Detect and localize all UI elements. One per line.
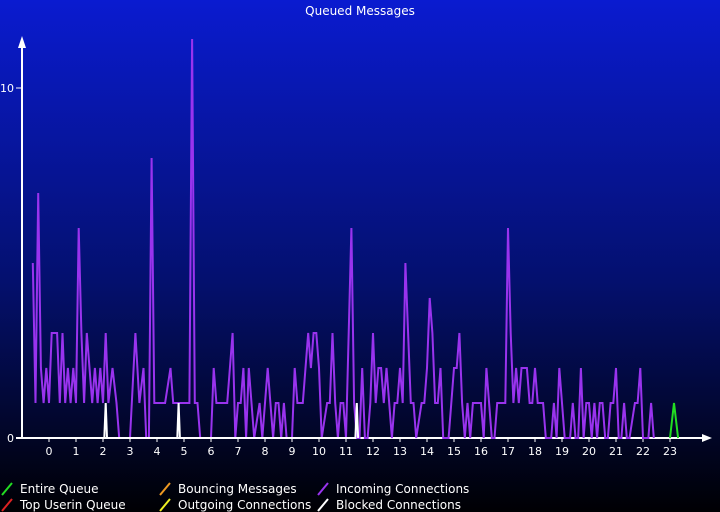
legend-label: Top Userin Queue: [20, 498, 126, 512]
x-tick-label: 9: [289, 445, 296, 458]
x-tick-label: 17: [501, 445, 515, 458]
legend-label: Outgoing Connections: [178, 498, 312, 512]
legend-swatch-icon: [159, 498, 171, 512]
series-line-blocked-connections: [103, 402, 360, 439]
x-tick-label: 21: [609, 445, 623, 458]
y-tick-label: 0: [7, 432, 14, 445]
x-tick-label: 22: [636, 445, 650, 458]
legend-swatch-icon: [1, 498, 13, 512]
x-tick-label: 4: [154, 445, 161, 458]
x-axis-arrow-icon: [702, 434, 712, 442]
x-tick-label: 6: [208, 445, 215, 458]
legend-label: Bouncing Messages: [178, 482, 297, 496]
legend-swatch-icon: [317, 498, 329, 512]
series-line-entire-queue: [669, 402, 680, 439]
x-tick-label: 11: [339, 445, 353, 458]
legend-swatch-icon: [1, 482, 13, 496]
y-tick-label: 10: [0, 82, 14, 95]
series-layer: [31, 38, 680, 439]
x-tick-label: 23: [663, 445, 677, 458]
y-axis-arrow-icon: [18, 36, 26, 48]
x-tick-label: 19: [555, 445, 569, 458]
series-line-incoming-connections: [31, 38, 655, 439]
x-tick-label: 10: [312, 445, 326, 458]
x-tick-label: 20: [582, 445, 596, 458]
x-tick-label: 18: [528, 445, 542, 458]
x-tick-label: 13: [393, 445, 407, 458]
legend-label: Blocked Connections: [336, 498, 461, 512]
legend: Entire Queue Top Userin Queue Bouncing M…: [0, 480, 720, 512]
x-tick-label: 14: [420, 445, 434, 458]
chart-title: Queued Messages: [305, 4, 415, 18]
x-tick-label: 15: [447, 445, 461, 458]
legend-swatch-icon: [317, 482, 329, 496]
legend-label: Entire Queue: [20, 482, 99, 496]
legend-swatch-icon: [159, 482, 171, 496]
x-tick-label: 12: [366, 445, 380, 458]
x-tick-label: 8: [262, 445, 269, 458]
x-tick-label: 7: [235, 445, 242, 458]
x-tick-label: 16: [474, 445, 488, 458]
x-tick-label: 5: [181, 445, 188, 458]
legend-label: Incoming Connections: [336, 482, 470, 496]
x-tick-label: 0: [46, 445, 53, 458]
x-tick-label: 2: [100, 445, 107, 458]
x-tick-label: 1: [73, 445, 80, 458]
x-tick-label: 3: [127, 445, 134, 458]
